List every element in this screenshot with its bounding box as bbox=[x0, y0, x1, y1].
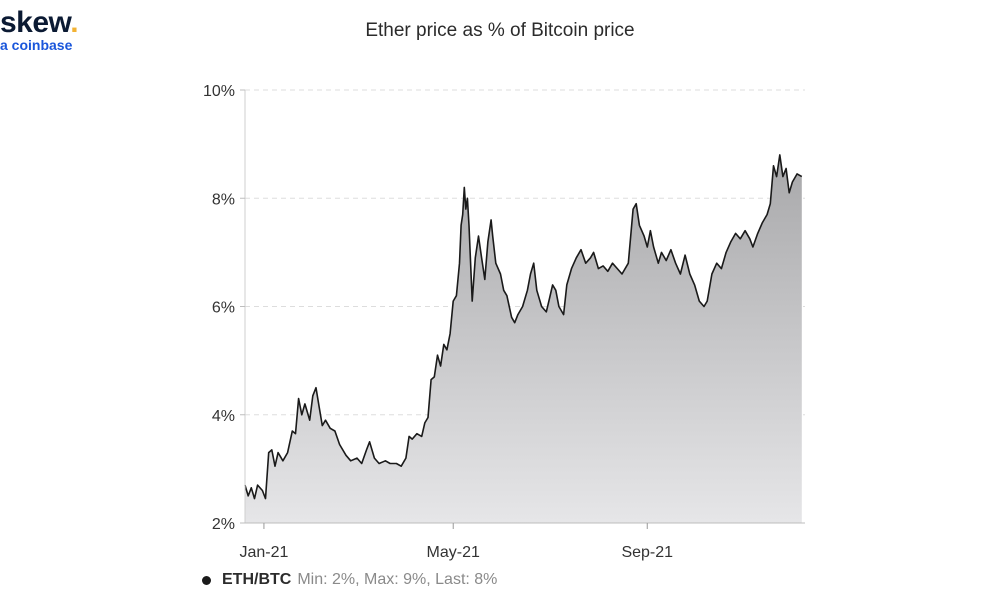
x-tick-label: Jan-21 bbox=[239, 544, 288, 561]
y-tick-label: 2% bbox=[212, 516, 235, 533]
y-tick-label: 6% bbox=[212, 300, 235, 317]
legend-marker bbox=[202, 575, 211, 585]
legend: ETH/BTC Min: 2%, Max: 9%, Last: 8% bbox=[202, 571, 497, 589]
y-tick-label: 8% bbox=[212, 191, 235, 208]
series-area bbox=[245, 154, 802, 523]
y-tick-label: 4% bbox=[212, 408, 235, 425]
x-tick-label: Sep-21 bbox=[621, 544, 673, 561]
series-line bbox=[244, 154, 803, 500]
skew-logo: skew. a coinbase bbox=[0, 6, 79, 53]
x-axis-ticks: Jan-21 May-21 Sep-21 bbox=[239, 523, 673, 561]
logo-dot: . bbox=[70, 6, 79, 39]
legend-stats: Min: 2%, Max: 9%, Last: 8% bbox=[297, 571, 498, 588]
y-axis-ticks: 2% 4% 6% 8% 10% bbox=[203, 83, 245, 533]
logo-subtitle: a coinbase bbox=[0, 37, 73, 53]
x-tick-label: May-21 bbox=[427, 544, 480, 561]
logo-wordmark: skew. bbox=[0, 6, 79, 39]
chart-title: Ether price as % of Bitcoin price bbox=[365, 20, 635, 41]
logo-text: skew bbox=[0, 6, 71, 39]
y-tick-label: 10% bbox=[203, 83, 235, 100]
legend-series-name: ETH/BTC bbox=[222, 571, 292, 588]
